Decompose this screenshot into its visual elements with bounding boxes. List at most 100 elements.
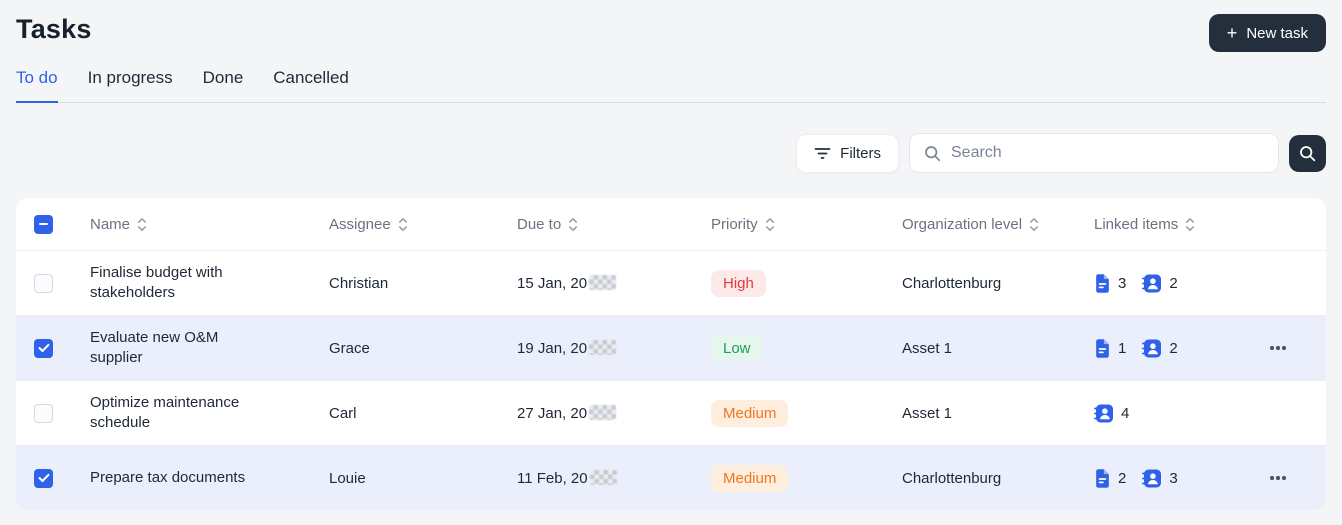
- task-name: Prepare tax documents: [90, 468, 246, 486]
- contact-person-icon: [1094, 404, 1113, 422]
- priority-badge: High: [711, 269, 766, 297]
- redacted-pixels: [589, 404, 617, 420]
- ellipsis-dot-icon: [1276, 476, 1280, 480]
- select-all-checkbox[interactable]: [34, 214, 53, 234]
- column-header-organization-level[interactable]: Organization level: [902, 216, 1094, 233]
- linked-documents-count: 2: [1118, 469, 1127, 487]
- search-submit-button[interactable]: [1289, 134, 1326, 172]
- sort-icon: [1029, 217, 1039, 232]
- task-priority-cell: Low: [711, 334, 902, 362]
- new-task-button[interactable]: + New task: [1208, 14, 1326, 52]
- search-input[interactable]: [951, 144, 1264, 162]
- sort-icon: [765, 217, 775, 232]
- redacted-pixels: [589, 339, 617, 355]
- task-organization-level: Charlottenburg: [902, 274, 1002, 292]
- priority-badge: Medium: [711, 399, 789, 427]
- linked-items-cell: 4: [1094, 404, 1266, 423]
- ellipsis-dot-icon: [1270, 476, 1274, 480]
- task-assignee: Christian: [329, 274, 389, 292]
- linked-contacts-count: 3: [1169, 469, 1178, 487]
- task-assignee: Carl: [329, 404, 357, 422]
- page-title: Tasks: [16, 14, 92, 44]
- due-date-text: 11 Feb, 20: [517, 469, 588, 487]
- row-checkbox[interactable]: [34, 273, 53, 293]
- page-header: Tasks + New task: [16, 0, 1326, 52]
- task-assignee: Grace: [329, 339, 370, 357]
- filters-button[interactable]: Filters: [796, 133, 899, 173]
- task-name: Evaluate new O&M supplier: [90, 328, 219, 366]
- linked-documents[interactable]: [1094, 338, 1111, 358]
- redacted-pixels: [589, 274, 617, 290]
- table-header-row: Name Assignee Due to Priority Organizati…: [16, 198, 1326, 250]
- due-date-text: 27 Jan, 20: [517, 404, 588, 422]
- tab-cancelled[interactable]: Cancelled: [273, 68, 349, 87]
- task-organization-level: Charlottenburg: [902, 469, 1002, 487]
- row-checkbox[interactable]: [34, 468, 53, 488]
- tasks-page: Tasks + New task To do In progress Done …: [16, 0, 1326, 510]
- linked-contacts-count: 4: [1121, 404, 1130, 422]
- tab-to-do[interactable]: To do: [16, 68, 58, 103]
- search-icon: [1300, 145, 1316, 161]
- new-task-label: New task: [1246, 24, 1308, 42]
- search-icon: [924, 145, 941, 162]
- linked-documents[interactable]: [1094, 468, 1111, 488]
- check-icon: [38, 473, 49, 482]
- column-header-name[interactable]: Name: [90, 216, 329, 233]
- row-menu-button[interactable]: [1266, 340, 1326, 356]
- column-header-linked-items[interactable]: Linked items: [1094, 216, 1266, 233]
- linked-documents-count: 1: [1118, 339, 1127, 357]
- tab-done[interactable]: Done: [202, 68, 244, 87]
- ellipsis-dot-icon: [1282, 346, 1286, 350]
- table-row: Evaluate new O&M supplier Grace 19 Jan, 20…: [16, 315, 1326, 380]
- status-tabs: To do In progress Done Cancelled: [16, 68, 1326, 103]
- row-menu-button[interactable]: [1266, 470, 1326, 486]
- task-due-date: 27 Jan, 20: [517, 404, 711, 422]
- row-checkbox[interactable]: [34, 403, 53, 423]
- row-checkbox-cell: [16, 468, 90, 488]
- table-body: Finalise budget with stakeholders Christi…: [16, 250, 1326, 510]
- linked-contacts[interactable]: [1094, 404, 1114, 423]
- column-header-priority[interactable]: Priority: [711, 216, 902, 233]
- task-organization-level: Asset 1: [902, 404, 953, 422]
- priority-badge: Medium: [711, 464, 789, 492]
- priority-badge: Low: [711, 334, 763, 362]
- column-header-due-to[interactable]: Due to: [517, 216, 711, 233]
- linked-contacts[interactable]: [1142, 469, 1162, 488]
- sort-icon: [568, 217, 578, 232]
- row-checkbox-cell: [16, 338, 90, 358]
- task-due-date: 19 Jan, 20: [517, 339, 711, 357]
- sort-icon: [1185, 217, 1195, 232]
- row-menu-cell: [1266, 470, 1326, 486]
- document-icon: [1096, 273, 1109, 293]
- indeterminate-dash-icon: [39, 222, 48, 226]
- column-header-assignee[interactable]: Assignee: [329, 216, 517, 233]
- linked-contacts[interactable]: [1142, 339, 1162, 358]
- task-assignee: Louie: [329, 469, 366, 487]
- row-checkbox-cell: [16, 273, 90, 293]
- contact-person-icon: [1142, 469, 1162, 487]
- task-priority-cell: Medium: [711, 464, 902, 492]
- document-icon: [1096, 338, 1109, 358]
- task-due-date: 15 Jan, 20: [517, 274, 711, 292]
- plus-icon: +: [1226, 23, 1238, 43]
- contact-person-icon: [1142, 339, 1162, 357]
- tab-in-progress[interactable]: In progress: [87, 68, 173, 87]
- contact-person-icon: [1142, 274, 1162, 292]
- due-date-text: 15 Jan, 20: [517, 274, 588, 292]
- task-organization-level: Asset 1: [902, 339, 953, 357]
- redacted-pixels: [589, 469, 617, 485]
- table-row: Finalise budget with stakeholders Christi…: [16, 250, 1326, 315]
- linked-contacts-count: 2: [1169, 274, 1178, 292]
- row-checkbox-cell: [16, 403, 90, 423]
- row-checkbox[interactable]: [34, 338, 53, 358]
- task-priority-cell: Medium: [711, 399, 902, 427]
- task-name: Optimize maintenance schedule: [90, 393, 240, 431]
- task-due-date: 11 Feb, 20: [517, 469, 711, 487]
- linked-documents[interactable]: [1094, 273, 1111, 293]
- table-row: Prepare tax documents Louie 11 Feb, 20 Medi…: [16, 445, 1326, 510]
- linked-contacts[interactable]: [1142, 274, 1162, 293]
- ellipsis-dot-icon: [1270, 346, 1274, 350]
